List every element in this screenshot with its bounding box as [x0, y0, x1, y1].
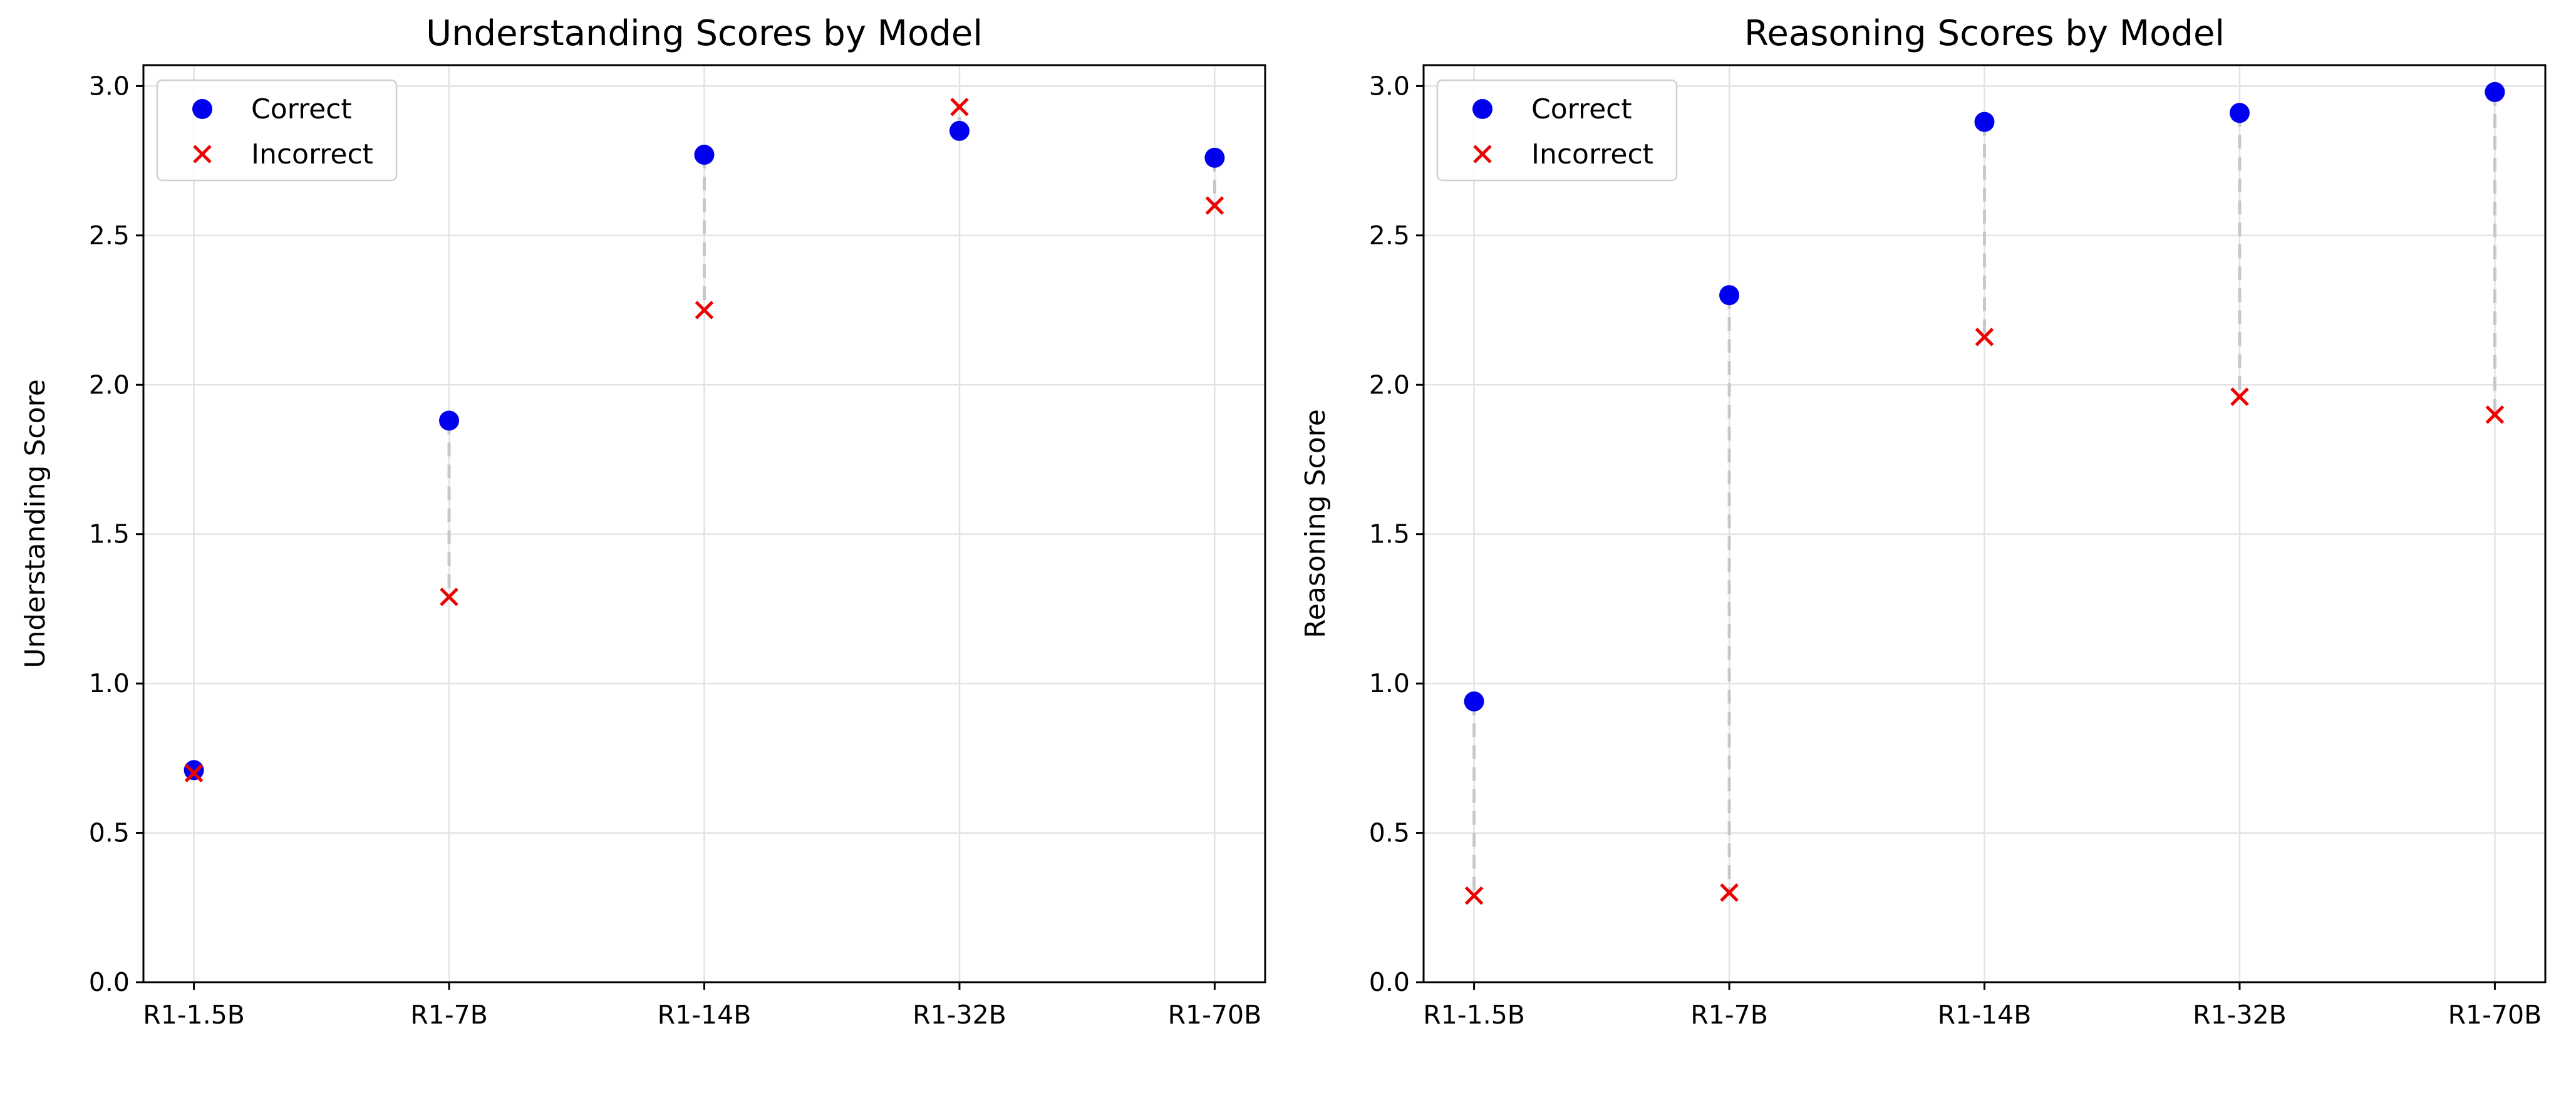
y-tick-label: 3.0 — [1369, 71, 1410, 101]
legend-box — [156, 79, 398, 182]
y-tick-label: 2.5 — [89, 220, 130, 251]
point-correct — [1204, 147, 1225, 168]
x-tick-label: R1-14B — [1938, 1000, 2032, 1030]
x-tick-label: R1-7B — [1690, 1000, 1768, 1030]
y-tick-label: 2.5 — [1369, 220, 1410, 251]
point-incorrect — [1720, 883, 1739, 902]
legend: Correct Incorrect — [1436, 79, 1678, 182]
legend: Correct Incorrect — [156, 79, 398, 182]
x-tick-label: R1-7B — [410, 1000, 488, 1030]
point-incorrect — [950, 97, 969, 117]
point-correct — [1974, 112, 1995, 132]
point-incorrect — [1464, 886, 1484, 905]
legend-label-correct: Correct — [1531, 93, 1632, 125]
x-tick-label: R1-1.5B — [143, 1000, 245, 1030]
point-correct — [1719, 285, 1740, 306]
legend-box — [1436, 79, 1678, 182]
legend-label-incorrect: Incorrect — [1531, 138, 1653, 170]
point-incorrect — [184, 764, 204, 782]
y-tick-label: 1.5 — [89, 519, 130, 549]
understanding-chart: 0.0 0.5 1.0 1.5 2.0 2.5 3.0 R1-1.5B R1-7B R1-14B R… — [19, 13, 1266, 1030]
y-tick-label: 2.0 — [1369, 370, 1410, 400]
chart-title: Reasoning Scores by Model — [1744, 13, 2225, 54]
reasoning-chart: 0.0 0.5 1.0 1.5 2.0 2.5 3.0 R1-1.5B R1-7B R1-14B R… — [1300, 13, 2547, 1030]
y-axis-label: Reasoning Score — [1300, 409, 1332, 638]
y-tick-label: 1.5 — [1369, 519, 1410, 549]
legend-label-correct: Correct — [251, 93, 352, 125]
point-incorrect — [2485, 405, 2505, 424]
point-incorrect — [440, 588, 458, 606]
legend-marker-incorrect — [1473, 145, 1492, 163]
y-tick-label: 0.5 — [1369, 818, 1410, 848]
x-tick-label: R1-1.5B — [1423, 1000, 1525, 1030]
y-tick-label: 3.0 — [89, 71, 130, 101]
point-correct — [1464, 691, 1484, 712]
y-tick-label: 2.0 — [89, 370, 130, 400]
point-correct — [439, 410, 460, 431]
point-correct — [184, 760, 204, 781]
legend-label-incorrect: Incorrect — [251, 138, 373, 170]
x-tick-label: R1-32B — [2193, 1000, 2287, 1030]
point-correct — [2229, 103, 2250, 123]
y-tick-label: 0.5 — [89, 818, 130, 848]
y-tick-label: 1.0 — [1369, 668, 1410, 698]
x-tick-label: R1-32B — [913, 1000, 1006, 1030]
point-correct — [694, 145, 715, 165]
y-axis-label: Understanding Score — [19, 379, 51, 668]
y-tick-label: 1.0 — [89, 668, 130, 698]
point-incorrect — [1975, 328, 1994, 346]
grid — [1424, 65, 2545, 983]
x-tick-label: R1-70B — [1168, 1000, 1262, 1030]
legend-marker-correct — [1472, 99, 1492, 119]
x-tick-label: R1-14B — [658, 1000, 752, 1030]
point-correct — [2485, 81, 2505, 102]
point-incorrect — [1205, 196, 1224, 215]
point-incorrect — [695, 301, 714, 319]
point-incorrect — [2230, 387, 2249, 407]
point-correct — [949, 120, 970, 141]
x-tick-label: R1-70B — [2448, 1000, 2542, 1030]
legend-marker-correct — [192, 99, 212, 119]
y-tick-label: 0.0 — [89, 967, 130, 997]
legend-marker-incorrect — [193, 145, 212, 163]
chart-title: Understanding Scores by Model — [426, 13, 983, 54]
y-tick-label: 0.0 — [1369, 967, 1410, 997]
